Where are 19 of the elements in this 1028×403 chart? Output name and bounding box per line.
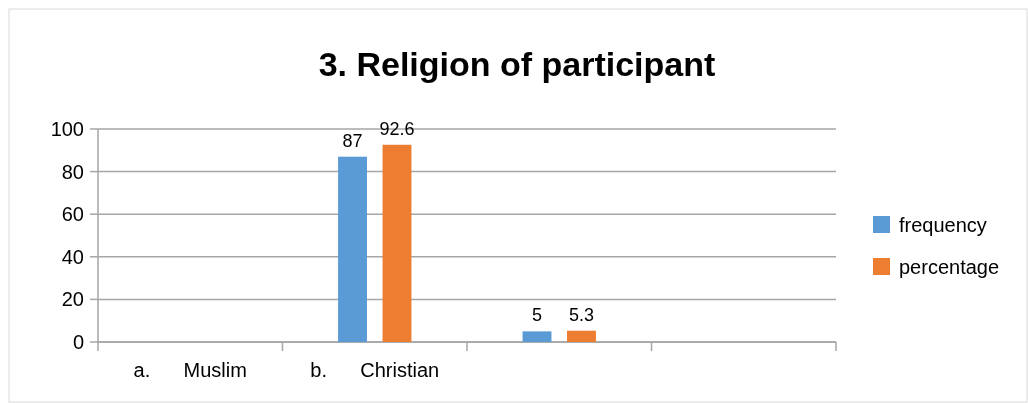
- legend-label: percentage: [899, 256, 1000, 278]
- x-tick-label: a. Muslim: [133, 359, 247, 381]
- chart-title: 3. Religion of participant: [318, 45, 716, 83]
- y-tick-label: 0: [72, 331, 84, 353]
- data-label: 87: [342, 130, 363, 151]
- y-tick-label: 80: [61, 160, 84, 183]
- bar: [567, 330, 596, 342]
- bar: [522, 331, 552, 342]
- data-label: 92.6: [379, 118, 415, 139]
- y-tick-label: 40: [61, 245, 84, 268]
- bar: [382, 144, 412, 342]
- data-label: 5: [532, 305, 543, 326]
- y-tick-label: 60: [61, 203, 84, 226]
- x-tick-label: b. Christian: [310, 359, 440, 381]
- legend-label: frequency: [899, 214, 987, 236]
- y-tick-label: 100: [50, 118, 84, 140]
- data-label: 5.3: [568, 304, 594, 325]
- y-tick-label: 20: [61, 288, 84, 311]
- bar: [338, 156, 367, 342]
